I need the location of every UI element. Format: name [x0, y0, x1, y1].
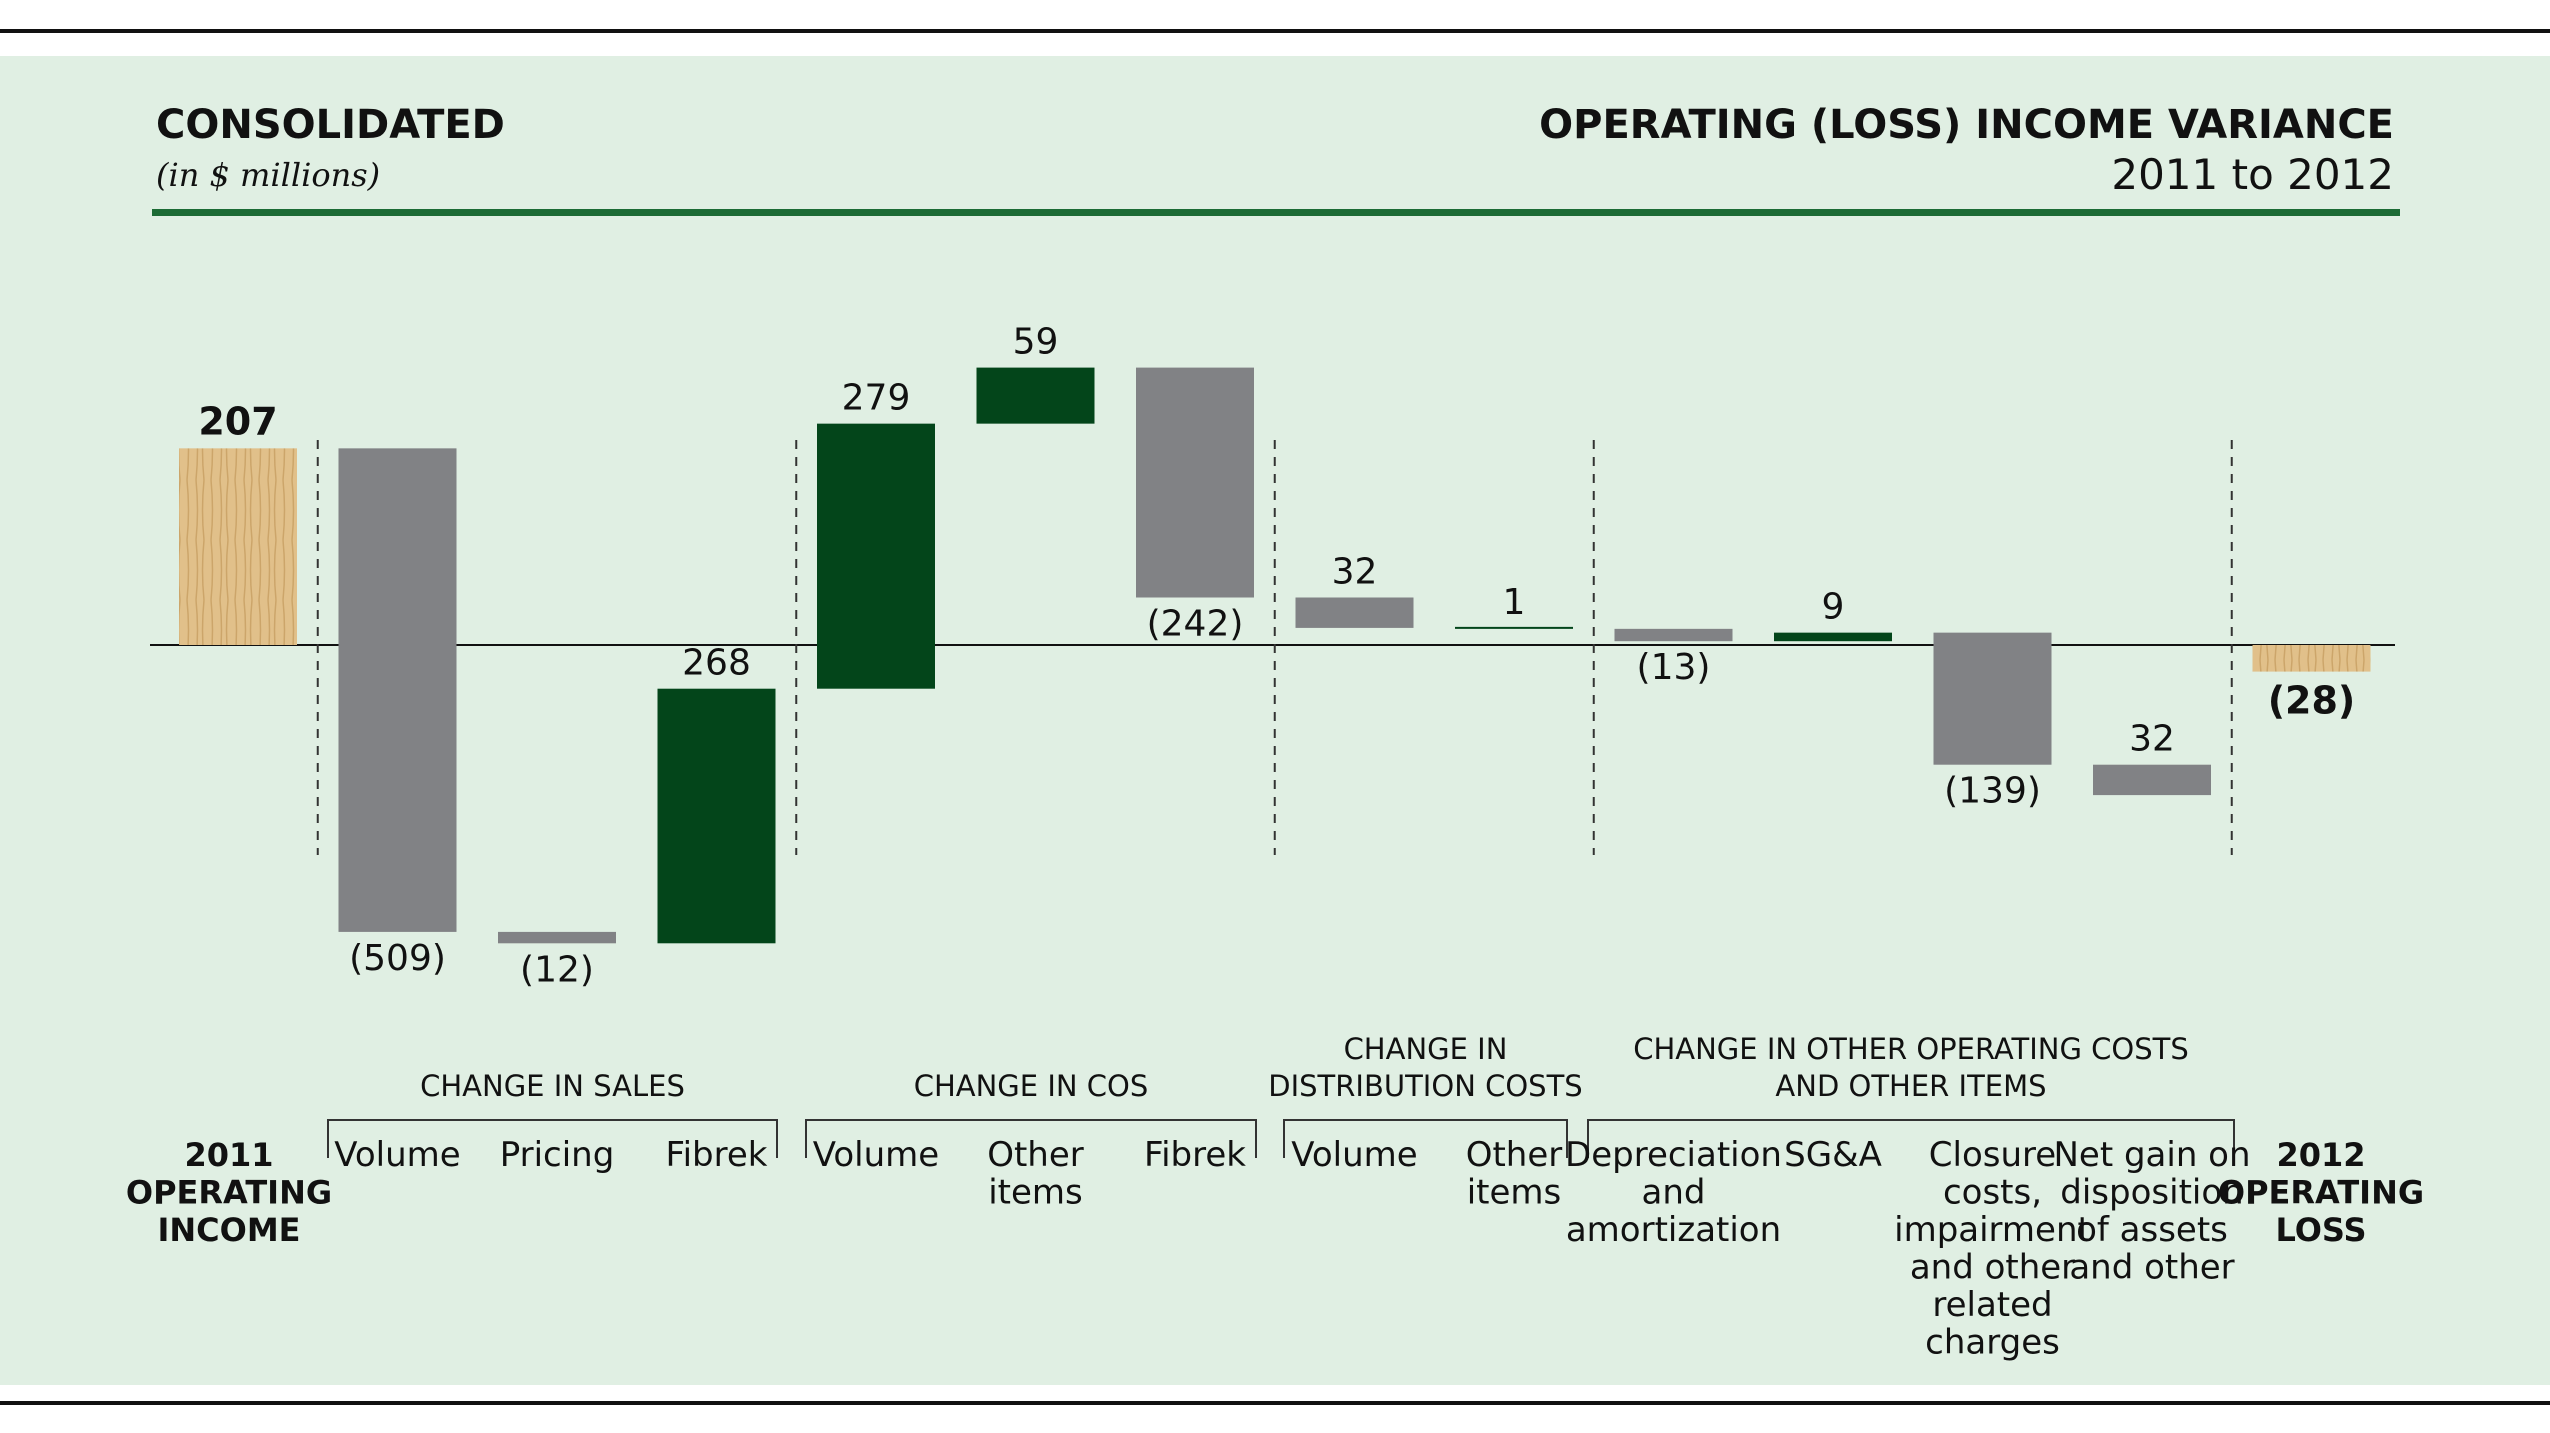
data-label: 9 — [1822, 587, 1845, 628]
bar — [338, 448, 457, 932]
category-label: related — [1932, 1285, 2052, 1325]
data-label: 32 — [1332, 552, 1378, 593]
category-label: disposition — [2060, 1173, 2243, 1213]
category-label: and — [1642, 1173, 1706, 1213]
group-bracket — [327, 1119, 778, 1158]
data-label: (139) — [1944, 771, 2041, 812]
category-label: Volume — [813, 1135, 939, 1175]
category-label: Volume — [334, 1135, 460, 1175]
header-right-subtitle: 2011 to 2012 — [2111, 150, 2394, 199]
category-label: charges — [1925, 1323, 2060, 1363]
category-label: Other — [987, 1135, 1084, 1175]
data-label: (13) — [1637, 647, 1711, 688]
bar — [498, 931, 616, 944]
category-label: impairment — [1894, 1210, 2091, 1250]
category-label: amortization — [1566, 1210, 1781, 1250]
data-label: (242) — [1147, 604, 1244, 645]
data-label: 32 — [2129, 719, 2175, 760]
category-label: OPERATING — [126, 1174, 332, 1212]
group-bracket — [1587, 1119, 2235, 1158]
data-label: 268 — [682, 643, 751, 684]
category-label: Net gain on — [2053, 1135, 2250, 1175]
group-bracket — [1283, 1119, 1568, 1158]
data-label: (28) — [2268, 679, 2356, 723]
category-label: SG&A — [1784, 1135, 1882, 1175]
group-bracket — [805, 1119, 1257, 1158]
category-label: Fibrek — [666, 1135, 768, 1175]
bar — [817, 423, 935, 689]
bar — [1295, 597, 1414, 628]
group-header: CHANGE IN — [1344, 1032, 1508, 1066]
bar — [2252, 645, 2371, 672]
category-label: Closure — [1929, 1135, 2056, 1175]
category-label: Pricing — [500, 1135, 615, 1175]
group-header: CHANGE IN COS — [914, 1069, 1149, 1103]
data-label: 279 — [842, 378, 911, 419]
category-label: 2012 — [2276, 1136, 2365, 1174]
data-label: 207 — [198, 399, 277, 443]
data-label: 59 — [1013, 322, 1059, 363]
category-label: costs, — [1943, 1173, 2042, 1213]
header-left-subtitle: (in $ millions) — [156, 156, 381, 194]
header-rule — [152, 209, 2400, 216]
category-label: INCOME — [157, 1211, 300, 1249]
bottom-rule — [0, 1401, 2550, 1405]
bar — [179, 448, 297, 645]
category-label: of assets — [2076, 1210, 2228, 1250]
category-label: items — [988, 1173, 1083, 1213]
category-label: Fibrek — [1144, 1135, 1246, 1175]
category-label: Depreciation — [1565, 1135, 1782, 1175]
bar — [2093, 764, 2211, 796]
category-label: and other — [2069, 1248, 2234, 1288]
category-label: OPERATING — [2218, 1174, 2424, 1212]
category-label: items — [1467, 1173, 1562, 1213]
group-header: AND OTHER ITEMS — [1775, 1069, 2046, 1103]
header-left-title: CONSOLIDATED — [156, 102, 505, 148]
bar — [657, 688, 776, 944]
group-header: CHANGE IN OTHER OPERATING COSTS — [1633, 1032, 2189, 1066]
bar — [976, 367, 1095, 424]
bar — [1933, 632, 2052, 765]
bar — [1774, 632, 1892, 642]
group-header: DISTRIBUTION COSTS — [1268, 1069, 1582, 1103]
category-label: LOSS — [2275, 1211, 2366, 1249]
data-label: (509) — [349, 938, 446, 979]
category-label: Other — [1466, 1135, 1563, 1175]
category-label: and other — [1910, 1248, 2075, 1288]
data-label: (12) — [520, 949, 594, 990]
data-label: 1 — [1503, 582, 1526, 623]
bar — [1614, 628, 1733, 642]
category-label: 2011 — [184, 1136, 273, 1174]
category-label: Volume — [1291, 1135, 1417, 1175]
header-right-title: OPERATING (LOSS) INCOME VARIANCE — [1539, 102, 2394, 148]
group-header: CHANGE IN SALES — [420, 1069, 685, 1103]
top-rule — [0, 29, 2550, 33]
bar — [1136, 367, 1254, 598]
